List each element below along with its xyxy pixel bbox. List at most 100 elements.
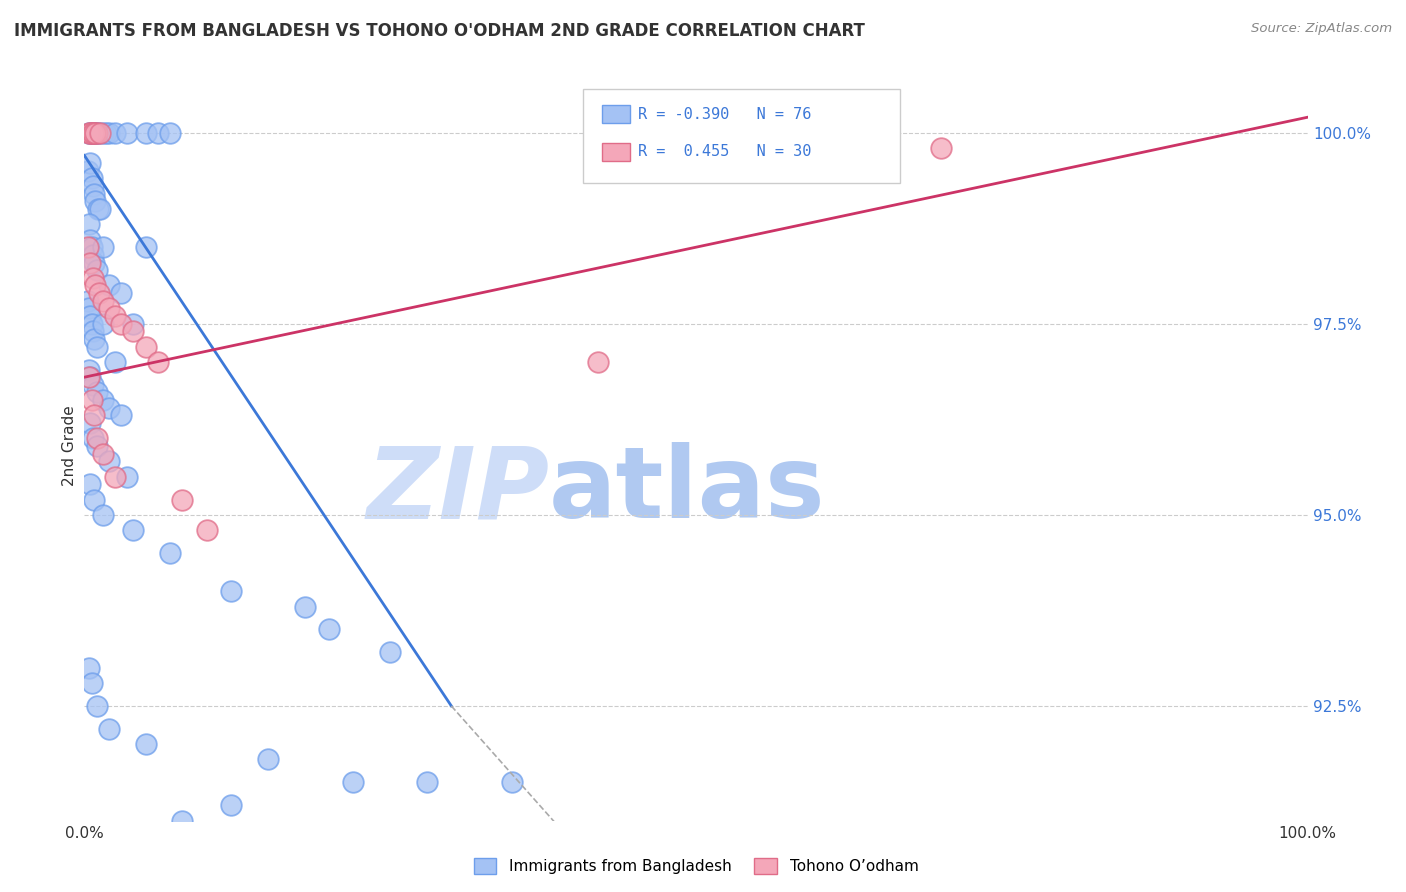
Legend: Immigrants from Bangladesh, Tohono O’odham: Immigrants from Bangladesh, Tohono O’odh…	[467, 852, 925, 880]
Point	[84, 126, 107, 140]
Point	[86, 439, 108, 453]
Point	[80, 317, 103, 331]
Point	[86, 126, 108, 140]
Point	[86, 263, 108, 277]
Text: R =  0.455   N = 30: R = 0.455 N = 30	[638, 145, 811, 159]
Point	[86, 385, 108, 400]
Point	[82, 431, 104, 445]
Point	[84, 126, 107, 140]
Point	[83, 492, 105, 507]
Point	[122, 324, 145, 338]
Point	[82, 248, 104, 262]
Point	[91, 447, 114, 461]
Point	[84, 194, 107, 209]
Point	[80, 126, 103, 140]
Point	[83, 409, 105, 423]
Point	[83, 255, 105, 269]
Point	[97, 278, 120, 293]
Point	[77, 293, 100, 308]
Point	[77, 240, 100, 254]
Point	[86, 431, 108, 445]
Point	[110, 317, 132, 331]
Point	[122, 523, 145, 537]
Point	[294, 599, 316, 614]
Point	[97, 301, 120, 316]
Point	[135, 737, 157, 751]
Point	[79, 126, 101, 140]
Point	[135, 126, 157, 140]
Point	[80, 171, 103, 186]
Point	[91, 240, 114, 254]
Point	[77, 126, 100, 140]
Point	[416, 775, 439, 789]
Point	[89, 202, 111, 216]
Point	[146, 126, 169, 140]
Point	[219, 798, 242, 813]
Point	[77, 661, 100, 675]
Point	[135, 340, 157, 354]
Point	[77, 163, 100, 178]
Point	[91, 317, 114, 331]
Point	[87, 126, 110, 140]
Point	[77, 301, 100, 316]
Point	[104, 469, 127, 483]
Point	[110, 286, 132, 301]
Point	[104, 355, 127, 369]
Point	[77, 217, 100, 231]
Point	[80, 126, 103, 140]
Text: atlas: atlas	[550, 442, 825, 540]
Point	[79, 370, 101, 384]
Point	[83, 186, 105, 201]
Point	[929, 141, 952, 155]
Point	[82, 126, 104, 140]
Point	[80, 393, 103, 408]
Point	[79, 126, 101, 140]
Point	[84, 278, 107, 293]
Point	[86, 340, 108, 354]
Point	[79, 156, 101, 170]
Point	[79, 255, 101, 269]
Point	[79, 477, 101, 491]
Point	[77, 126, 100, 140]
Point	[97, 722, 120, 736]
Point	[83, 126, 105, 140]
Point	[80, 676, 103, 690]
Text: R = -0.390   N = 76: R = -0.390 N = 76	[638, 107, 811, 121]
Point	[82, 270, 104, 285]
Point	[79, 309, 101, 323]
Point	[91, 393, 114, 408]
Point	[91, 293, 114, 308]
Point	[110, 409, 132, 423]
Text: ZIP: ZIP	[366, 442, 550, 540]
Point	[159, 126, 181, 140]
Point	[104, 126, 127, 140]
Point	[502, 775, 524, 789]
Point	[172, 492, 194, 507]
Point	[91, 126, 114, 140]
Point	[89, 126, 111, 140]
Point	[586, 355, 609, 369]
Point	[87, 202, 110, 216]
Point	[342, 775, 364, 789]
Point	[82, 126, 104, 140]
Point	[195, 523, 218, 537]
Point	[82, 324, 104, 338]
Point	[219, 584, 242, 599]
Point	[79, 416, 101, 430]
Point	[97, 401, 120, 415]
Point	[146, 355, 169, 369]
Point	[115, 469, 138, 483]
Point	[380, 645, 402, 659]
Y-axis label: 2nd Grade: 2nd Grade	[62, 406, 77, 486]
Point	[257, 752, 280, 766]
Point	[83, 332, 105, 346]
Text: Source: ZipAtlas.com: Source: ZipAtlas.com	[1251, 22, 1392, 36]
Point	[82, 377, 104, 392]
Point	[97, 454, 120, 468]
Point	[135, 240, 157, 254]
Point	[318, 623, 340, 637]
Point	[172, 814, 194, 828]
Point	[122, 317, 145, 331]
Point	[86, 698, 108, 713]
Point	[159, 546, 181, 560]
